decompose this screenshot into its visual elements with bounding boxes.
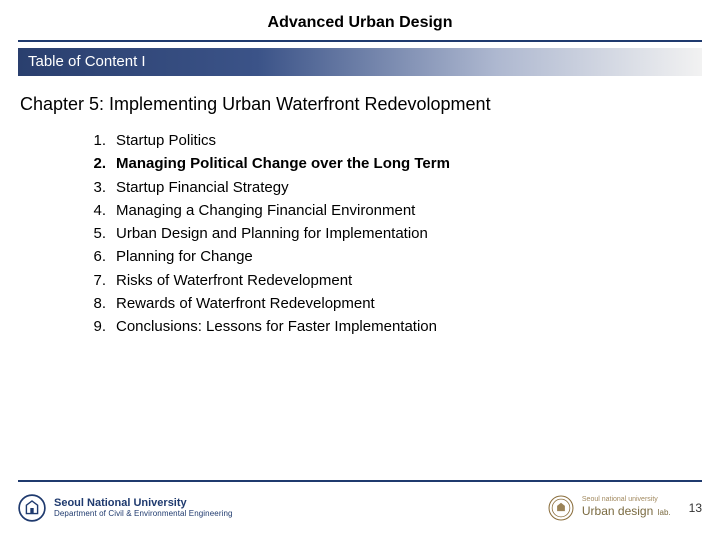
- toc-item: 9.Conclusions: Lessons for Faster Implem…: [90, 315, 720, 338]
- section-bar: Table of Content I: [18, 48, 702, 76]
- toc-item-number: 5.: [90, 222, 116, 245]
- toc-item-number: 6.: [90, 245, 116, 268]
- chapter-title: Chapter 5: Implementing Urban Waterfront…: [20, 94, 700, 115]
- footer-left: Seoul National University Department of …: [18, 494, 233, 522]
- toc-item: 1.Startup Politics: [90, 129, 720, 152]
- toc-item-text: Planning for Change: [116, 245, 253, 268]
- toc-item-number: 9.: [90, 315, 116, 338]
- toc-item-text: Startup Politics: [116, 129, 216, 152]
- header-underline: [18, 40, 702, 42]
- toc-item-text: Managing a Changing Financial Environmen…: [116, 199, 415, 222]
- toc-item: 6.Planning for Change: [90, 245, 720, 268]
- footer-right: Seoul national university Urban design l…: [548, 495, 702, 521]
- university-text-block: Seoul National University Department of …: [54, 498, 233, 518]
- toc-item-text: Startup Financial Strategy: [116, 176, 289, 199]
- toc-item-text: Urban Design and Planning for Implementa…: [116, 222, 428, 245]
- toc-item-number: 4.: [90, 199, 116, 222]
- toc-item-text: Risks of Waterfront Redevelopment: [116, 269, 352, 292]
- toc-item: 3.Startup Financial Strategy: [90, 176, 720, 199]
- university-dept: Department of Civil & Environmental Engi…: [54, 510, 233, 518]
- toc-item-text: Rewards of Waterfront Redevelopment: [116, 292, 375, 315]
- slide: Advanced Urban Design Table of Content I…: [0, 0, 720, 540]
- footer: Seoul National University Department of …: [18, 488, 702, 528]
- toc-item: 8.Rewards of Waterfront Redevelopment: [90, 292, 720, 315]
- university-name: Seoul National University: [54, 498, 233, 510]
- toc-item: 2.Managing Political Change over the Lon…: [90, 152, 720, 175]
- toc-item-number: 1.: [90, 129, 116, 152]
- lab-suffix: lab.: [658, 508, 671, 517]
- toc-item: 4.Managing a Changing Financial Environm…: [90, 199, 720, 222]
- toc-item-text: Conclusions: Lessons for Faster Implemen…: [116, 315, 437, 338]
- page-number: 13: [689, 501, 702, 515]
- toc-item-number: 7.: [90, 269, 116, 292]
- toc-item: 5.Urban Design and Planning for Implemen…: [90, 222, 720, 245]
- toc-item-number: 8.: [90, 292, 116, 315]
- toc-item-number: 3.: [90, 176, 116, 199]
- toc-list: 1.Startup Politics2.Managing Political C…: [90, 129, 720, 338]
- lab-text-block: Seoul national university Urban design l…: [582, 496, 671, 520]
- lab-seal-icon: [548, 495, 574, 521]
- university-logo-icon: [18, 494, 46, 522]
- toc-item-number: 2.: [90, 152, 116, 175]
- toc-item: 7.Risks of Waterfront Redevelopment: [90, 269, 720, 292]
- lab-name: Urban design: [582, 504, 653, 518]
- page-header-title: Advanced Urban Design: [0, 0, 720, 40]
- toc-item-text: Managing Political Change over the Long …: [116, 152, 450, 175]
- footer-divider: [18, 480, 702, 482]
